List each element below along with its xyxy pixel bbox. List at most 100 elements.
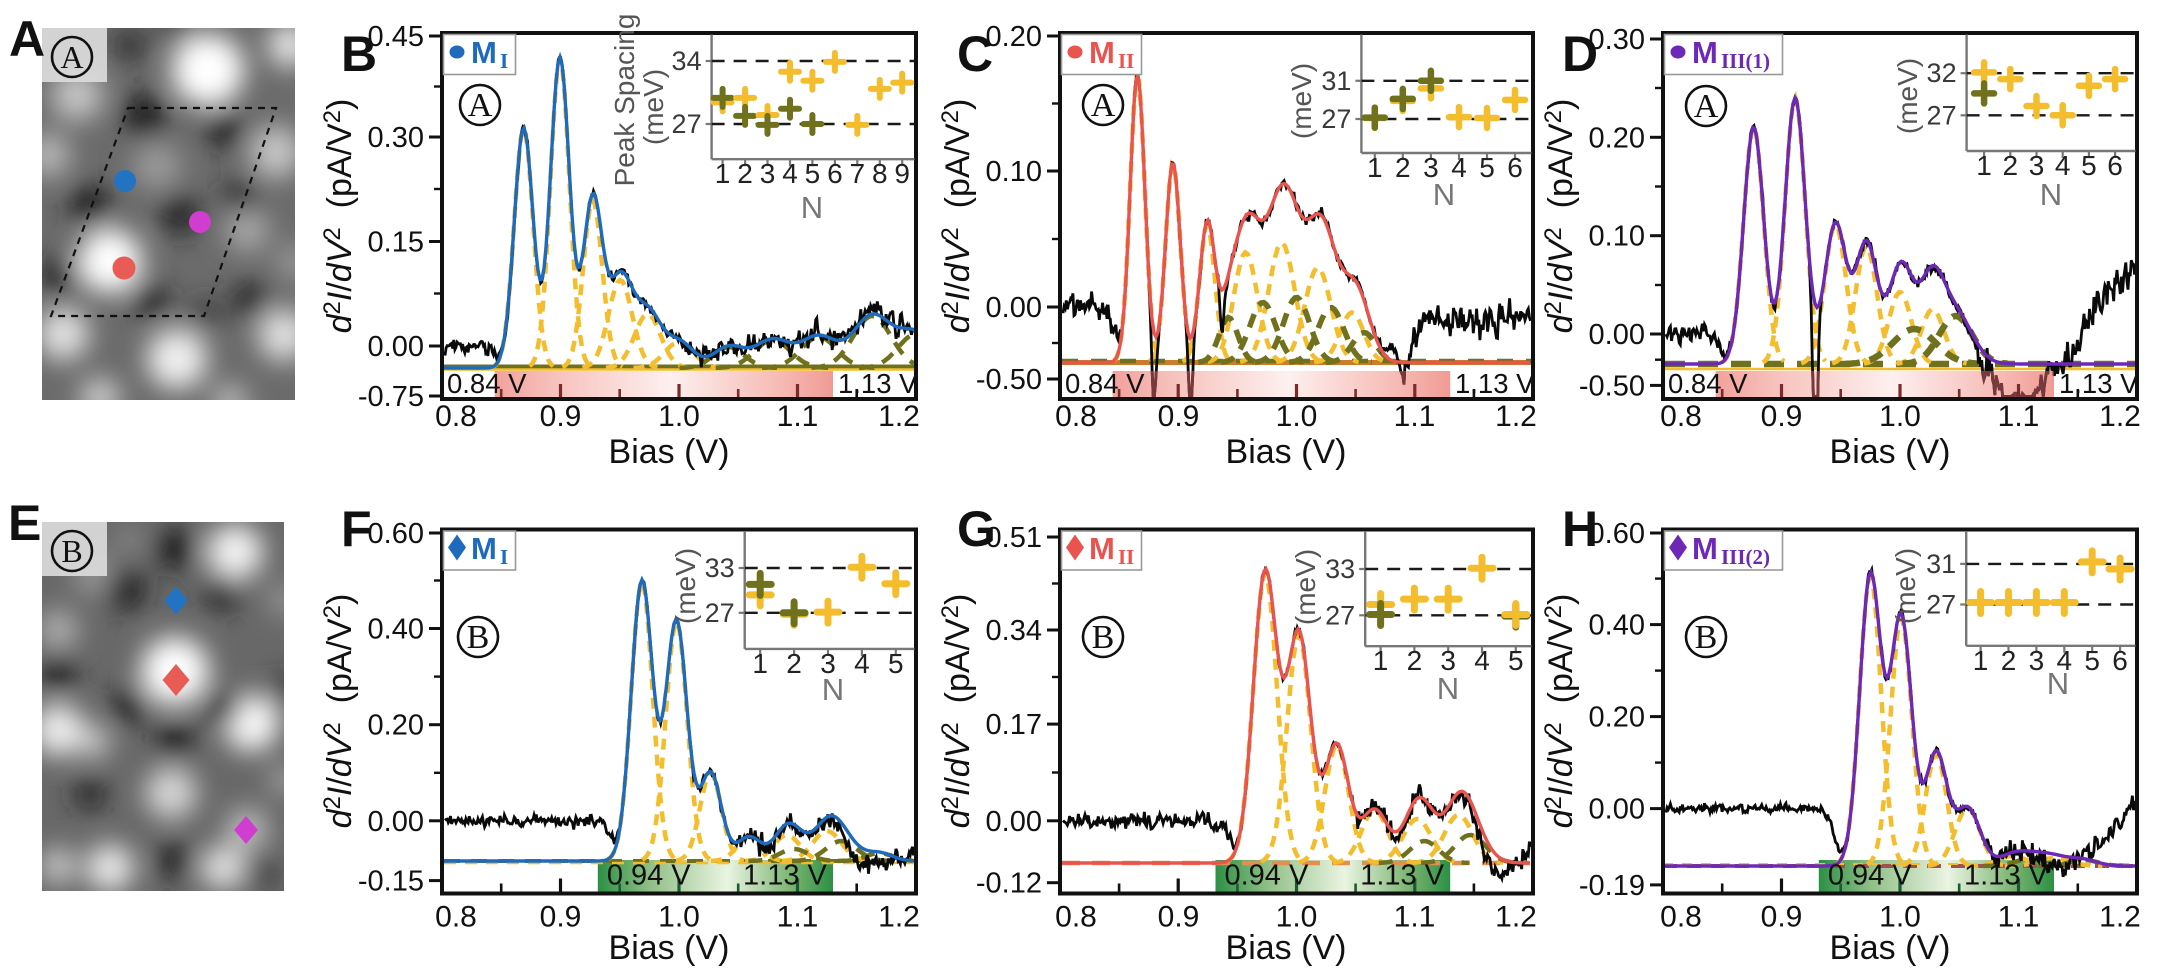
svg-text:0.34: 0.34 — [986, 615, 1042, 647]
svg-text:0.94 V: 0.94 V — [1828, 860, 1912, 892]
svg-text:-0.19: -0.19 — [1579, 870, 1645, 902]
svg-text:(meV): (meV) — [1892, 58, 1923, 134]
svg-text:1.13 V: 1.13 V — [1964, 860, 2048, 892]
svg-text:4: 4 — [782, 158, 798, 189]
svg-text:G: G — [957, 501, 996, 557]
svg-text:M: M — [1692, 35, 1718, 70]
svg-text:N: N — [1437, 671, 1459, 706]
svg-text:1.13 V: 1.13 V — [1455, 368, 1535, 399]
svg-text:6: 6 — [1507, 152, 1523, 183]
svg-text:0.84 V: 0.84 V — [1668, 368, 1748, 399]
svg-text:1.13 V: 1.13 V — [838, 368, 918, 399]
svg-text:0.60: 0.60 — [1589, 518, 1645, 550]
svg-text:III(1): III(1) — [1721, 49, 1770, 73]
svg-text:N: N — [1433, 177, 1455, 212]
svg-text:0.8: 0.8 — [1055, 901, 1097, 934]
svg-text:27: 27 — [1926, 590, 1956, 620]
svg-text:0.8: 0.8 — [1660, 901, 1702, 934]
svg-text:-0.12: -0.12 — [976, 868, 1042, 900]
svg-text:2: 2 — [1395, 152, 1411, 183]
svg-text:d2I/dV2 (pA/V2): d2I/dV2 (pA/V2) — [937, 594, 977, 829]
svg-text:6: 6 — [827, 158, 843, 189]
svg-text:N: N — [2040, 177, 2062, 212]
svg-text:(meV): (meV) — [670, 548, 701, 624]
svg-text:8: 8 — [872, 158, 888, 189]
svg-text:0.30: 0.30 — [368, 122, 424, 154]
svg-text:I: I — [500, 545, 508, 569]
svg-text:0.20: 0.20 — [986, 21, 1042, 53]
svg-text:1.13 V: 1.13 V — [1360, 860, 1444, 892]
svg-text:0.30: 0.30 — [1589, 24, 1645, 56]
svg-text:1: 1 — [1976, 150, 1992, 181]
svg-text:E: E — [8, 495, 41, 551]
svg-text:6: 6 — [2112, 645, 2128, 676]
svg-text:2: 2 — [2001, 645, 2017, 676]
svg-text:d2I/dV2 (pA/V2): d2I/dV2 (pA/V2) — [319, 99, 359, 334]
svg-text:0.00: 0.00 — [1589, 794, 1645, 826]
svg-text:1.1: 1.1 — [1394, 400, 1436, 433]
svg-text:0.9: 0.9 — [1761, 400, 1803, 433]
svg-text:Bias (V): Bias (V) — [1226, 929, 1347, 967]
svg-text:3: 3 — [1440, 645, 1456, 676]
svg-text:0.9: 0.9 — [1158, 400, 1200, 433]
svg-text:0.00: 0.00 — [368, 331, 424, 363]
svg-text:A: A — [9, 11, 45, 67]
svg-text:1.13 V: 1.13 V — [2059, 368, 2139, 399]
svg-text:-0.50: -0.50 — [1579, 370, 1645, 402]
svg-text:(meV): (meV) — [1286, 63, 1317, 139]
svg-text:1.2: 1.2 — [1495, 400, 1537, 433]
svg-text:Bias (V): Bias (V) — [609, 433, 730, 471]
svg-text:A: A — [1091, 87, 1116, 124]
svg-text:4: 4 — [854, 648, 870, 679]
svg-text:7: 7 — [850, 158, 866, 189]
svg-text:d2I/dV2 (pA/V2): d2I/dV2 (pA/V2) — [1540, 594, 1580, 829]
svg-text:33: 33 — [705, 553, 735, 583]
svg-text:B: B — [467, 619, 490, 656]
svg-text:2: 2 — [737, 158, 753, 189]
svg-text:Bias (V): Bias (V) — [1830, 929, 1951, 967]
svg-text:27: 27 — [1321, 104, 1351, 134]
svg-text:Peak Spacing: Peak Spacing — [609, 14, 640, 187]
svg-text:d2I/dV2 (pA/V2): d2I/dV2 (pA/V2) — [1540, 99, 1580, 334]
svg-text:0.60: 0.60 — [368, 518, 424, 550]
svg-text:1.0: 1.0 — [658, 901, 700, 934]
svg-text:1.0: 1.0 — [1276, 901, 1318, 934]
svg-text:1: 1 — [1973, 645, 1989, 676]
svg-text:1: 1 — [752, 648, 768, 679]
svg-text:33: 33 — [1325, 554, 1355, 584]
svg-text:0.9: 0.9 — [540, 901, 582, 934]
svg-text:0.84 V: 0.84 V — [447, 368, 527, 399]
svg-text:0.84 V: 0.84 V — [1065, 368, 1145, 399]
svg-text:0.94 V: 0.94 V — [607, 860, 691, 892]
svg-text:1: 1 — [715, 158, 731, 189]
svg-text:1.0: 1.0 — [658, 400, 700, 433]
svg-text:4: 4 — [2057, 645, 2073, 676]
svg-text:1.2: 1.2 — [1495, 901, 1537, 934]
svg-text:4: 4 — [1451, 152, 1467, 183]
svg-text:0.9: 0.9 — [1761, 901, 1803, 934]
svg-text:A: A — [1694, 88, 1719, 125]
svg-text:1.0: 1.0 — [1879, 901, 1921, 934]
svg-text:B: B — [1092, 619, 1115, 656]
svg-text:M: M — [471, 35, 497, 70]
svg-text:1.2: 1.2 — [878, 901, 920, 934]
svg-text:d2I/dV2 (pA/V2): d2I/dV2 (pA/V2) — [319, 594, 359, 829]
svg-text:B: B — [61, 533, 82, 569]
svg-text:0.8: 0.8 — [435, 901, 477, 934]
svg-text:(meV): (meV) — [1890, 548, 1921, 624]
svg-text:A: A — [60, 39, 83, 75]
svg-text:5: 5 — [888, 648, 904, 679]
svg-text:1.2: 1.2 — [2099, 901, 2141, 934]
svg-text:N: N — [801, 190, 823, 225]
svg-text:27: 27 — [672, 109, 702, 139]
svg-text:0.00: 0.00 — [1589, 319, 1645, 351]
svg-text:1.1: 1.1 — [777, 901, 819, 934]
svg-text:Bias (V): Bias (V) — [1830, 433, 1951, 471]
svg-text:34: 34 — [672, 46, 702, 76]
svg-text:0.20: 0.20 — [1589, 702, 1645, 734]
svg-text:II: II — [1118, 49, 1134, 73]
svg-text:0.10: 0.10 — [1589, 221, 1645, 253]
svg-text:Bias (V): Bias (V) — [609, 929, 730, 967]
svg-text:-0.15: -0.15 — [358, 866, 424, 898]
svg-text:0.00: 0.00 — [986, 292, 1042, 324]
